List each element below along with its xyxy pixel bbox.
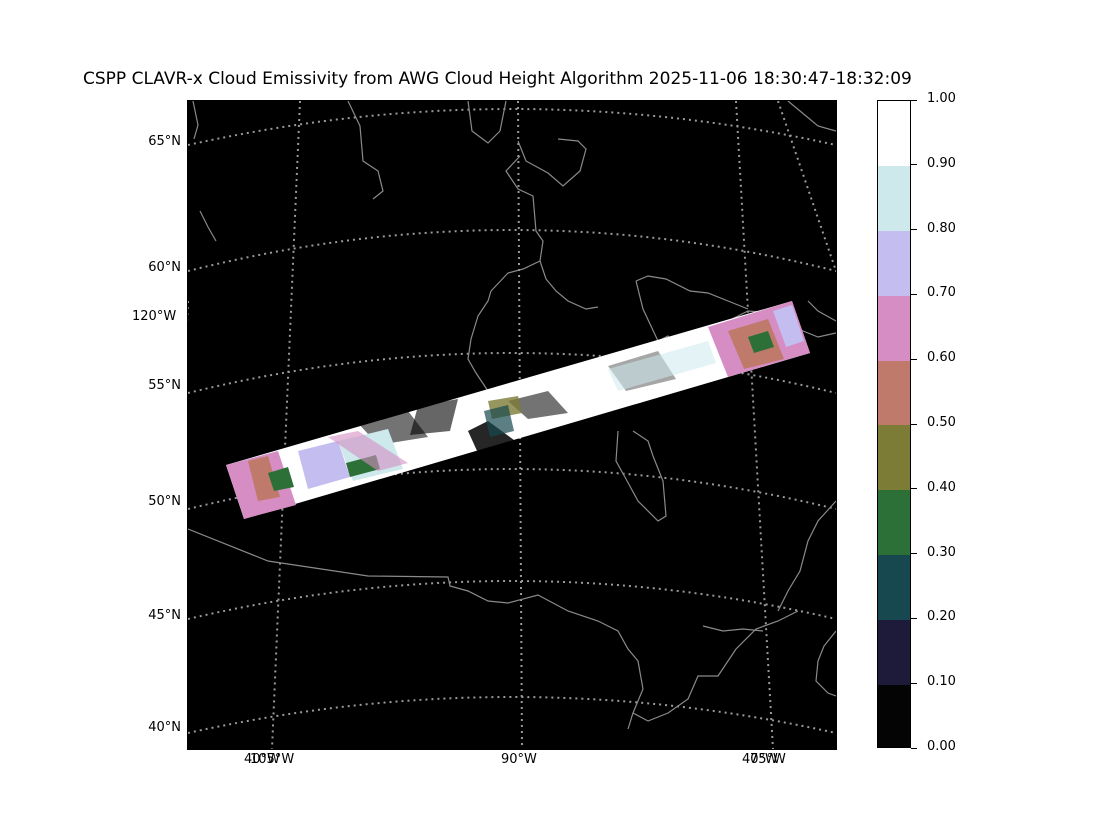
swath-gap-5	[410, 399, 458, 435]
coast-arctic-1	[467, 101, 507, 144]
satellite-swath	[226, 301, 810, 519]
meridian-75w	[735, 101, 774, 749]
colorbar-tick-label: 0.90	[927, 155, 956, 171]
figure-title: CSPP CLAVR-x Cloud Emissivity from AWG C…	[83, 69, 912, 89]
lat-label-60n: 60°N	[148, 260, 181, 275]
coast-east-1	[777, 500, 836, 612]
colorbar-tick	[911, 682, 917, 684]
swath-color-mid-3	[484, 405, 514, 437]
lon-label-120w: 120°W	[132, 309, 177, 324]
colorbar-tick	[911, 747, 917, 749]
colorbar-tick-label: 0.20	[927, 609, 956, 625]
colorbar-tick	[911, 293, 917, 295]
colorbar-tick-label: 0.00	[927, 739, 956, 754]
swath-color-west-2	[248, 456, 280, 501]
swath-color-west-3	[268, 467, 294, 491]
colorbar-segment	[878, 619, 910, 685]
colorbar-segment	[878, 554, 910, 620]
swath-color-east-3	[748, 331, 774, 353]
swath-color-west-7	[328, 431, 408, 471]
lon-label-75w: 75°W	[750, 752, 786, 767]
colorbar-tick	[911, 423, 917, 425]
coast-arctic-3	[517, 138, 587, 187]
lat-label-65n: 65°N	[148, 134, 181, 149]
coast-baffin	[787, 101, 836, 132]
map-panel	[187, 100, 837, 750]
lat-label-55n: 55°N	[148, 378, 181, 393]
lat-label-50n: 50°N	[148, 494, 181, 509]
colorbar-tick	[911, 164, 917, 166]
map-svg	[188, 101, 836, 749]
colorbar-tick-label: 0.70	[927, 285, 956, 301]
coast-left-top	[192, 101, 199, 140]
colorbar-tick-label: 0.80	[927, 220, 956, 236]
colorbar-tick-label: 0.30	[927, 544, 956, 560]
coast-arctic-2	[347, 101, 384, 200]
colorbar-tick	[911, 229, 917, 231]
coast-hudson-east	[635, 275, 749, 310]
colorbar-segment	[878, 489, 910, 556]
colorbar-segment	[878, 101, 910, 167]
colorbar-tick	[911, 617, 917, 619]
swath-color-east-4	[773, 305, 804, 347]
coast-great-lakes-2	[702, 625, 764, 632]
colorbar-tick-label: 0.50	[927, 415, 956, 430]
lon-label-105w: 105°W	[250, 752, 295, 767]
colorbar-segment	[878, 684, 910, 747]
lat-label-40n: 40°N	[148, 720, 181, 735]
lon-label-90w: 90°W	[501, 752, 537, 767]
coast-east-2	[815, 630, 836, 697]
colorbar-tick-label: 0.40	[927, 479, 956, 495]
coast-james-bay	[539, 260, 599, 310]
coast-peninsula	[615, 430, 667, 522]
lon-label-40w-right: 40°W	[742, 752, 778, 767]
meridian-105w	[271, 101, 301, 749]
border-us-canada	[188, 528, 644, 730]
colorbar-tick	[911, 553, 917, 555]
colorbar-segment	[878, 295, 910, 361]
swath-gap-1	[468, 421, 518, 453]
colorbar-tick	[911, 99, 917, 101]
border-great-lakes	[632, 610, 799, 722]
colorbar-segment	[878, 165, 910, 232]
colorbar-segment	[878, 425, 910, 491]
coastlines	[188, 101, 836, 730]
colorbar-tick	[911, 358, 917, 360]
swath-gap-2	[508, 391, 568, 419]
colorbar-tick-label: 1.00	[927, 91, 956, 106]
lat-label-45n: 45°N	[148, 608, 181, 623]
colorbar-tick-label: 0.60	[927, 350, 956, 366]
coast-east-3	[807, 300, 836, 322]
swath-color-mid	[608, 341, 716, 391]
colorbar-tick	[911, 488, 917, 490]
colorbar-tick-label: 0.10	[927, 674, 956, 690]
coast-left-small	[199, 210, 217, 242]
swath-color-west-4	[298, 441, 350, 489]
colorbar	[877, 100, 911, 748]
coast-hudson-bay	[467, 155, 544, 392]
colorbar-segment	[878, 360, 910, 426]
lon-label-40w-left: 40°W	[244, 752, 280, 767]
colorbar-segment	[878, 230, 910, 296]
